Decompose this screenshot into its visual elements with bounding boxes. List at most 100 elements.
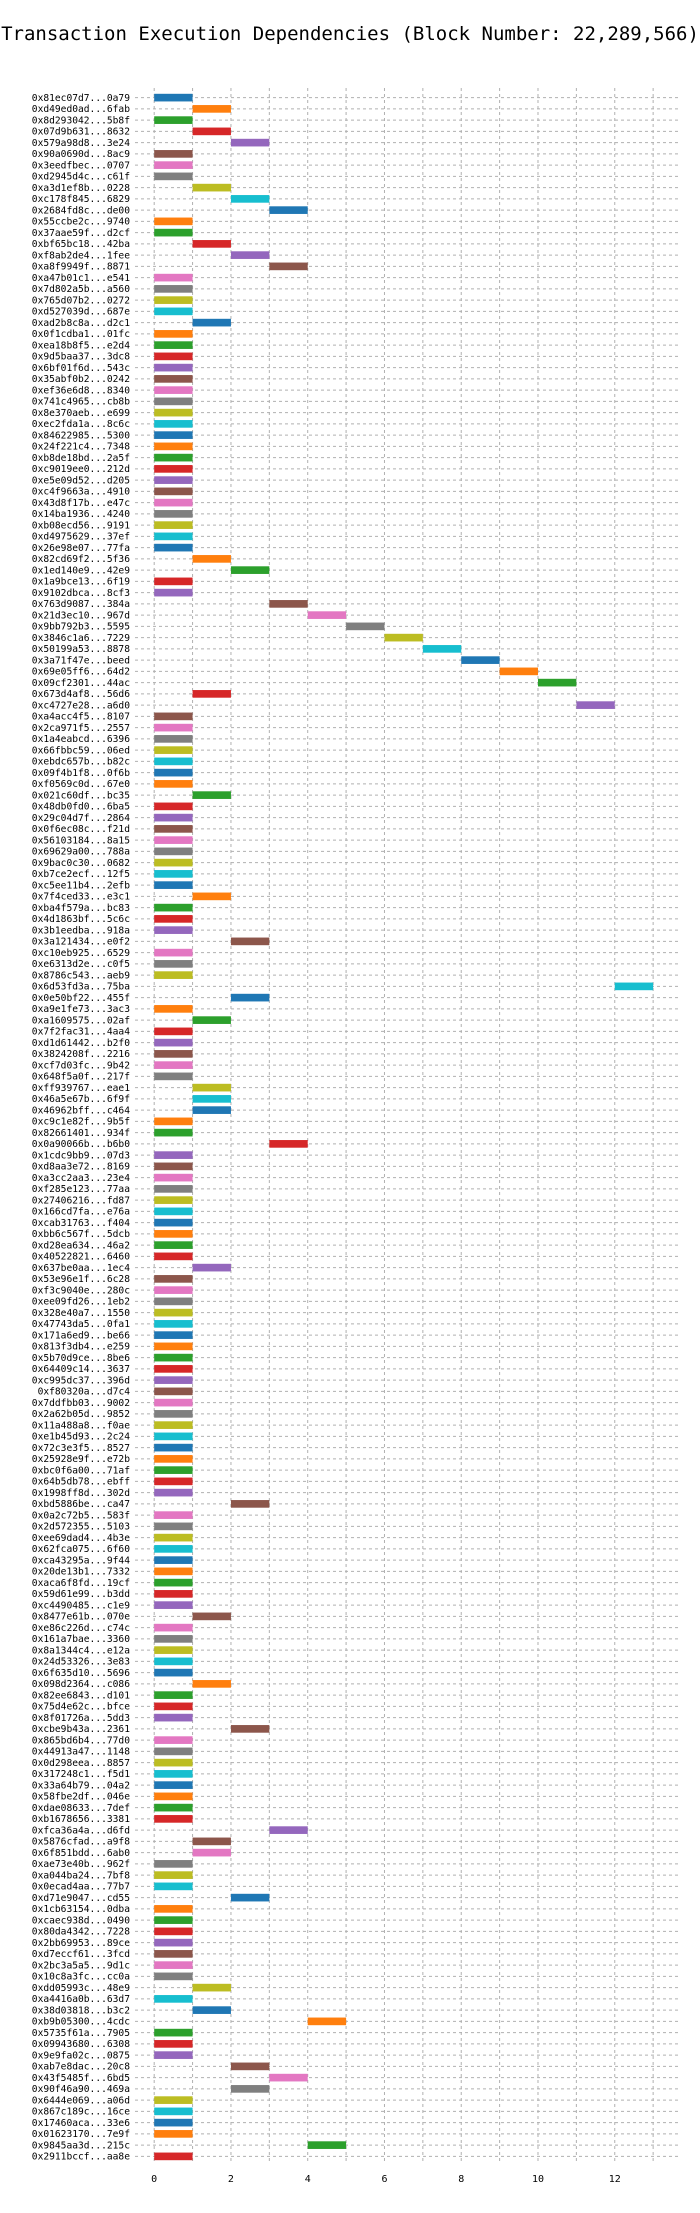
transaction-bar xyxy=(154,1770,193,1778)
transaction-bar xyxy=(154,1432,193,1441)
transaction-bar xyxy=(192,127,231,136)
transaction-bar xyxy=(307,2141,347,2149)
transaction-bar xyxy=(154,1702,193,1711)
transaction-bar xyxy=(154,1218,193,1227)
transaction-bar xyxy=(230,2062,270,2071)
transaction-label: 0xaca6f8fd...19cf xyxy=(32,1578,130,1589)
transaction-label: 0xc10eb925...6529 xyxy=(32,948,130,959)
transaction-label: 0x171a6ed9...be66 xyxy=(32,1330,130,1341)
transaction-label: 0x09f4b1f8...0f6b xyxy=(32,768,130,779)
transaction-bar xyxy=(154,543,193,552)
transaction-bar xyxy=(154,1623,193,1632)
transaction-label: 0x27406216...fd87 xyxy=(32,1195,130,1206)
transaction-label: 0x7f2fac31...4aa4 xyxy=(32,1027,130,1038)
transaction-label: 0xb8de18bd...2a5f xyxy=(32,453,130,464)
transaction-label: 0x8f01726a...5dd3 xyxy=(32,1713,130,1724)
transaction-label: 0x4d1863bf...5c6c xyxy=(32,914,130,925)
transaction-bar xyxy=(154,1230,193,1238)
transaction-bar xyxy=(154,1860,193,1868)
transaction-bar xyxy=(154,1410,193,1418)
transaction-bar xyxy=(154,723,193,732)
transaction-label: 0x01623170...7e9f xyxy=(32,2129,130,2140)
transaction-label: 0x166cd7fa...e76a xyxy=(32,1207,130,1218)
transaction-label: 0x3eedfbec...0707 xyxy=(32,160,130,171)
transaction-bar xyxy=(154,1961,193,1969)
transaction-label: 0xa044ba24...7bf8 xyxy=(32,1870,130,1881)
transaction-label: 0x0d298eea...8857 xyxy=(32,1758,130,1769)
transaction-bar xyxy=(154,1995,193,2003)
transaction-bar xyxy=(154,1365,193,1373)
transaction-label: 0xc9019ee0...212d xyxy=(32,464,130,475)
transaction-label: 0xf3c9040e...280c xyxy=(32,1285,130,1296)
transaction-label: 0x1cb63154...0dba xyxy=(32,1904,130,1915)
transaction-label: 0xae73e40b...962f xyxy=(32,1859,130,1870)
transaction-label: 0xd527039d...687e xyxy=(32,307,130,318)
transaction-label: 0x765d07b2...0272 xyxy=(32,295,130,306)
transaction-label: 0xcab31763...f404 xyxy=(32,1218,130,1229)
x-tick-label: 0 xyxy=(151,2174,157,2185)
transaction-bar xyxy=(192,1680,231,1688)
transaction-label: 0xee69dad4...4b3e xyxy=(32,1533,130,1544)
transaction-bar xyxy=(154,2152,193,2161)
transaction-label: 0x90a0690d...8ac9 xyxy=(32,149,130,160)
transaction-bar xyxy=(192,791,231,799)
x-tick-label: 6 xyxy=(381,2174,387,2185)
transaction-bar xyxy=(230,138,270,147)
transaction-bar xyxy=(154,1713,193,1722)
transaction-bar xyxy=(154,1241,193,1249)
transaction-label: 0xc4f9663a...4910 xyxy=(32,487,130,498)
transaction-label: 0x3824208f...2216 xyxy=(32,1049,130,1060)
transaction-label: 0x1a9bce13...6f19 xyxy=(32,577,130,588)
transaction-bar xyxy=(154,1308,193,1317)
bars xyxy=(154,93,654,2161)
transaction-label: 0xad2b8c8a...d2c1 xyxy=(32,318,130,329)
transaction-bar xyxy=(154,870,193,878)
transaction-label: 0x35abf0b2...0242 xyxy=(32,374,130,385)
transaction-label: 0xf285e123...77aa xyxy=(32,1184,130,1195)
transaction-label: 0x82ee6843...d101 xyxy=(32,1690,130,1701)
transaction-bar xyxy=(154,341,193,349)
transaction-bar xyxy=(154,1590,193,1598)
transaction-label: 0xd28ea634...46a2 xyxy=(32,1240,130,1251)
transaction-label: 0x7d802a5b...a560 xyxy=(32,284,130,295)
transaction-label: 0x33a64b79...04a2 xyxy=(32,1780,130,1791)
transaction-label: 0x763d9087...384a xyxy=(32,599,130,610)
transaction-label: 0x9e9fa02c...0875 xyxy=(32,2050,130,2061)
transaction-bar xyxy=(154,1353,193,1362)
transaction-label: 0x09cf2301...44ac xyxy=(32,678,130,689)
transaction-bar xyxy=(154,1792,193,1801)
transaction-bar xyxy=(230,1500,270,1508)
transaction-bar xyxy=(154,746,193,754)
transaction-bar xyxy=(230,566,270,574)
transaction-label: 0xf0569c0d...67e0 xyxy=(32,779,130,790)
transaction-label: 0x47743da5...0fa1 xyxy=(32,1319,130,1330)
transaction-label: 0x1cdc9bb9...07d3 xyxy=(32,1150,130,1161)
transaction-bar xyxy=(154,881,193,889)
transaction-bar xyxy=(154,285,193,293)
transaction-bar xyxy=(154,352,193,361)
transaction-label: 0x46a5e67b...6f9f xyxy=(32,1094,130,1105)
transaction-label: 0x813f3db4...e259 xyxy=(32,1342,130,1353)
transaction-bar xyxy=(537,678,577,687)
transaction-bar xyxy=(154,1601,193,1609)
transaction-bar xyxy=(499,667,538,676)
transaction-label: 0xa3d1ef8b...0228 xyxy=(32,183,130,194)
transaction-bar xyxy=(614,982,654,991)
transaction-bar xyxy=(192,892,231,901)
transaction-bar xyxy=(230,2085,270,2093)
transaction-label: 0x3a71f47e...beed xyxy=(32,655,130,666)
transaction-bar xyxy=(269,262,308,271)
transaction-label: 0xee09fd26...1eb2 xyxy=(32,1297,130,1308)
transaction-bar xyxy=(154,1545,193,1553)
transaction-label: 0x5876cfad...a9f8 xyxy=(32,1837,130,1848)
transaction-bar xyxy=(154,532,193,541)
transaction-label: 0x0a90066b...b6b0 xyxy=(32,1139,130,1150)
transaction-label: 0x58fbe2df...046e xyxy=(32,1792,130,1803)
transaction-label: 0xc4490485...c1e9 xyxy=(32,1600,130,1611)
transaction-label: 0xbd5886be...ca47 xyxy=(32,1499,130,1510)
transaction-bar xyxy=(154,1421,193,1429)
transaction-label: 0x098d2364...c086 xyxy=(32,1679,130,1690)
transaction-bar xyxy=(192,183,231,192)
transaction-label: 0xa9e1fe73...3ac3 xyxy=(32,1004,130,1015)
transaction-label: 0x2d572355...5103 xyxy=(32,1522,130,1533)
